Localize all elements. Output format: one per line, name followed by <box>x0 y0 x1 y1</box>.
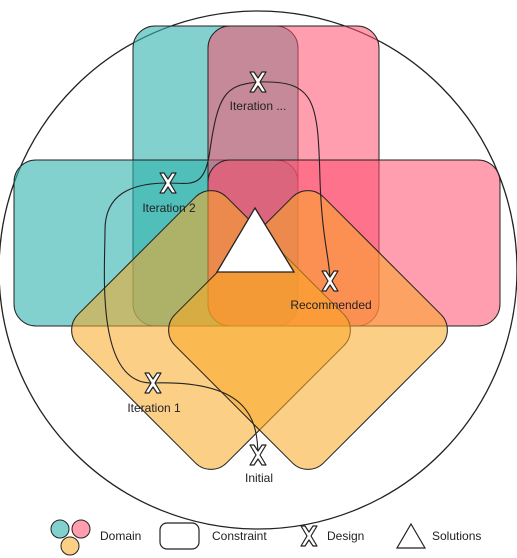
label-iteration-2: Iteration 2 <box>142 201 196 215</box>
legend-domain-icon <box>50 519 91 556</box>
design-iteration-1: Iteration 1 <box>127 372 181 415</box>
label-recommended: Recommended <box>290 298 371 312</box>
legend-constraint-label: Constraint <box>212 529 267 543</box>
legend-domain-label: Domain <box>100 529 141 543</box>
legend-solutions-label: Solutions <box>432 529 481 543</box>
legend-design-icon <box>300 525 318 547</box>
legend-solutions-icon <box>395 522 427 549</box>
label-iteration-1: Iteration 1 <box>127 401 181 415</box>
label-initial: Initial <box>245 471 273 485</box>
design-recommended: Recommended <box>290 270 372 312</box>
label-iteration-3: Iteration ... <box>230 99 287 113</box>
legend: Domain Constraint Design Solutions <box>50 519 481 556</box>
solution-triangle <box>215 206 296 273</box>
legend-constraint-icon <box>159 522 200 550</box>
design-iteration-2: Iteration 2 <box>142 172 196 215</box>
legend-design-label: Design <box>327 529 364 543</box>
design-iteration-3: Iteration ... <box>230 71 287 113</box>
design-initial: Initial <box>245 444 273 485</box>
